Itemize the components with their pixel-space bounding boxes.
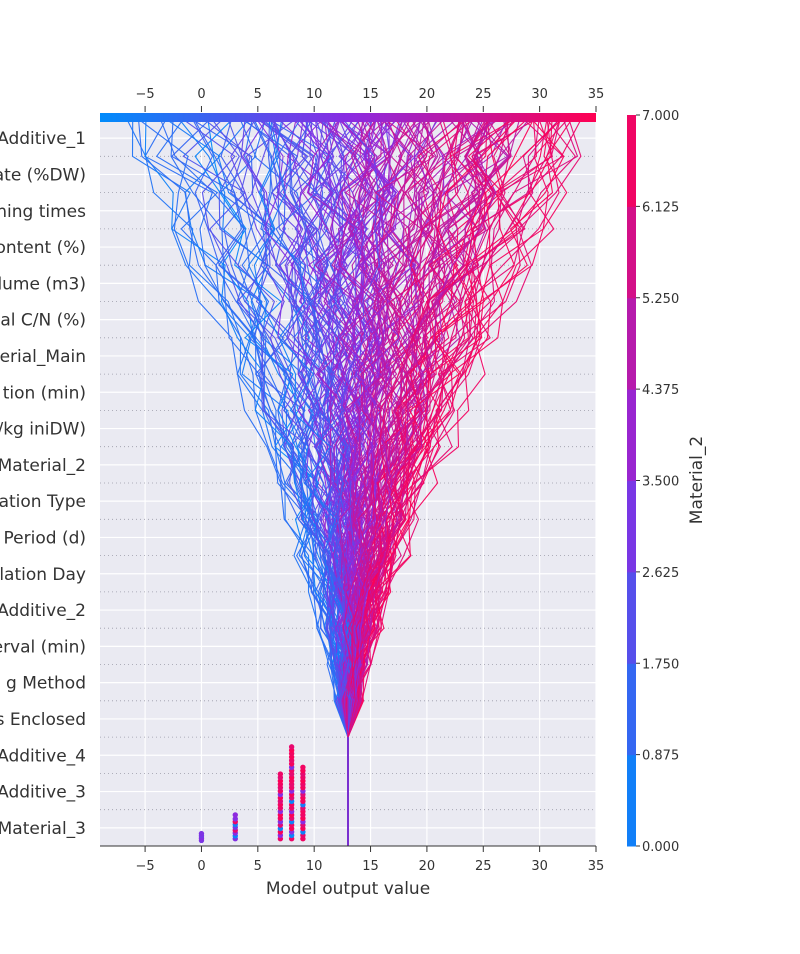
colorbar-segment: [627, 480, 636, 573]
feature-label: lume (m3): [0, 274, 86, 294]
feature-label: ontent (%): [0, 238, 86, 258]
colorbar-tick-label: 1.750: [642, 657, 679, 672]
feature-label: Additive_3: [0, 783, 86, 803]
decision-line: [338, 114, 380, 846]
colorbar-tick-label: 0.875: [642, 749, 679, 764]
top-tick-label: 10: [306, 87, 323, 102]
top-tick-label: 25: [475, 87, 492, 102]
decision-line: [347, 114, 514, 846]
bottom-tick-label: 10: [306, 859, 323, 874]
decision-line: [347, 114, 479, 846]
feature-label: lation Day: [0, 565, 86, 585]
decision-line: [347, 114, 509, 846]
decision-line: [342, 114, 436, 846]
feature-label: /kg iniDW): [0, 420, 86, 440]
top-tick-label: −5: [136, 87, 155, 102]
scatter-point: [300, 764, 306, 770]
decision-line: [155, 114, 350, 846]
decision-line: [347, 114, 459, 846]
decision-line: [347, 114, 582, 846]
decision-line: [347, 114, 465, 846]
colorbar-segment: [627, 115, 636, 207]
feature-label: ate (%DW): [0, 165, 86, 185]
colorbar-tick-label: 2.625: [642, 566, 679, 581]
colorbar-segment: [627, 389, 636, 481]
scatter-point: [232, 816, 238, 822]
feature-label: ning times: [0, 202, 86, 222]
top-tick-label: 5: [254, 87, 262, 102]
decision-line: [312, 114, 358, 846]
decision-line: [347, 114, 540, 846]
decision-line: [182, 114, 349, 846]
feature-label: Period (d): [4, 528, 86, 548]
colorbar-tick-label: 3.500: [642, 475, 679, 490]
decision-lines: [126, 114, 582, 846]
decision-line: [289, 114, 357, 846]
bottom-tick-label: −5: [136, 859, 155, 874]
decision-line: [183, 114, 349, 846]
x-ticks: −5 −5 0 0 5 5 10 10 15 15 20 20 25 25 30 30 35 35: [136, 87, 605, 874]
scatter-point: [288, 744, 295, 750]
colorbar-segment: [627, 571, 636, 664]
feature-label: al C/N (%): [0, 311, 86, 331]
feature-label: Additive_4: [0, 746, 86, 766]
decision-line: [342, 114, 404, 846]
decision-line: [342, 114, 411, 846]
feature-label: ation Type: [0, 492, 86, 512]
feature-label: g Method: [6, 674, 86, 694]
colorbar-title: Material_2: [687, 436, 707, 524]
decision-line: [269, 114, 350, 846]
scatter-point: [198, 830, 205, 837]
colorbar-tick-label: 4.375: [642, 383, 679, 398]
top-tick-label: 15: [362, 87, 379, 102]
bottom-tick-label: 25: [475, 859, 492, 874]
x-axis-title: Model output value: [266, 879, 430, 899]
decision-line: [344, 114, 444, 846]
bottom-tick-label: 5: [254, 859, 262, 874]
decision-line: [275, 114, 354, 846]
colorbar-tick-label: 7.000: [642, 109, 679, 124]
colorbar-segment: [627, 663, 636, 756]
bottom-tick-label: 30: [531, 859, 548, 874]
feature-label: tion (min): [3, 383, 86, 403]
colorbar-tick-label: 0.000: [642, 840, 679, 855]
decision-line: [244, 114, 349, 846]
top-gradient-bar: [100, 113, 596, 122]
top-tick-label: 0: [197, 87, 205, 102]
scatter-point: [277, 771, 284, 777]
feature-label: Material_2: [0, 456, 86, 476]
colorbar-segment: [627, 297, 636, 390]
colorbar-tick-label: 6.125: [642, 200, 679, 215]
bottom-tick-label: 15: [362, 859, 379, 874]
decision-line: [139, 114, 349, 846]
colorbar-segment: [627, 206, 636, 299]
colorbar-tick-label: 5.250: [642, 292, 679, 307]
decision-line: [347, 114, 400, 846]
top-tick-label: 20: [419, 87, 436, 102]
decision-line: [346, 114, 510, 846]
feature-label: Material_3: [0, 819, 86, 839]
decision-line: [251, 114, 351, 846]
scatter-points: [198, 744, 306, 844]
bottom-tick-label: 20: [419, 859, 436, 874]
bottom-tick-label: 35: [588, 859, 605, 874]
bottom-tick-label: 0: [197, 859, 205, 874]
feature-label: Additive_1: [0, 129, 86, 149]
decision-line: [138, 114, 349, 846]
scatter-point: [232, 812, 238, 818]
feature-label: Additive_2: [0, 601, 86, 621]
feature-label: s Enclosed: [0, 710, 86, 730]
decision-line: [347, 114, 560, 846]
top-tick-label: 30: [531, 87, 548, 102]
feature-label: erial_Main: [0, 347, 86, 367]
colorbar: 0.000 0.875 1.750 2.625 3.500 4.375 5.250 6.125…: [627, 109, 707, 855]
decision-line: [347, 114, 565, 846]
feature-label: erval (min): [0, 637, 86, 657]
top-tick-label: 35: [588, 87, 605, 102]
colorbar-segment: [627, 754, 636, 847]
